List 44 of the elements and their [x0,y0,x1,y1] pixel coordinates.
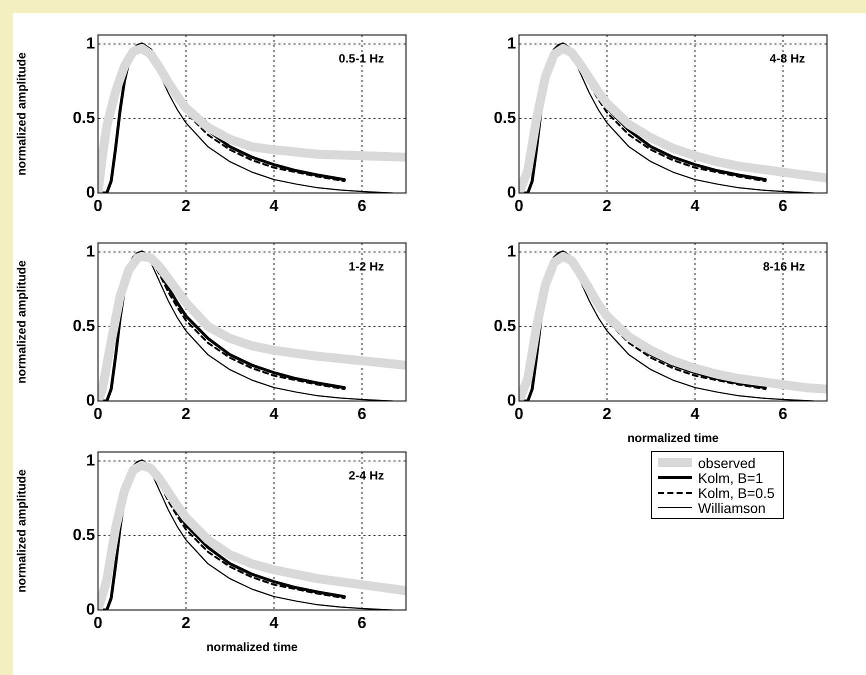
y-tick-label: 1 [507,243,516,260]
y-tick-label: 0 [507,392,516,410]
x-tick-label: 6 [358,198,367,216]
legend-label: Williamson [698,500,766,516]
x-tick-label: 6 [358,406,367,424]
y-tick-label: 1 [86,243,96,260]
y-tick-label: 0 [86,184,96,202]
x-tick-label: 2 [602,406,612,424]
y-tick-label: 0.5 [72,526,96,544]
y-tick-label: 1 [507,35,516,52]
y-tick-label: 0 [86,601,96,618]
y-tick-label: 0.5 [494,318,516,335]
y-tick-label: 0 [507,184,516,202]
legend-label: observed [698,454,756,470]
annotation: 2-4 Hz [348,468,384,482]
y-tick-label: 1 [86,452,96,470]
x-tick-label: 2 [602,198,612,216]
y-tick-label: 0.5 [494,110,516,127]
legend-label: Kolm, B=1 [698,470,763,486]
x-tick-label: 4 [690,406,700,424]
x-axis-title: normalized time [627,431,719,446]
y-axis-title: normalized amplitude [14,260,29,384]
x-tick-label: 2 [182,406,191,424]
x-tick-label: 2 [182,615,191,632]
x-tick-label: 6 [358,615,367,632]
x-tick-label: 6 [778,406,788,424]
y-tick-label: 0 [86,392,96,410]
y-tick-label: 0.5 [72,318,96,335]
legend-label: Kolm, B=0.5 [698,484,775,500]
y-axis-title: normalized amplitude [14,52,29,176]
y-tick-label: 0.5 [72,110,96,127]
x-tick-label: 4 [270,198,279,216]
annotation: 4-8 Hz [770,51,805,66]
x-tick-label: 4 [270,406,279,424]
x-tick-label: 4 [690,198,700,216]
x-tick-label: 4 [270,615,279,632]
y-axis-title: normalized amplitude [14,469,29,593]
x-axis-title: normalized time [206,640,298,654]
y-tick-label: 1 [86,35,96,52]
annotation: 8-16 Hz [762,259,805,274]
annotation: 0.5-1 Hz [338,51,384,66]
x-tick-label: 6 [778,198,788,216]
annotation: 1-2 Hz [348,259,384,274]
x-tick-label: 2 [182,198,191,216]
